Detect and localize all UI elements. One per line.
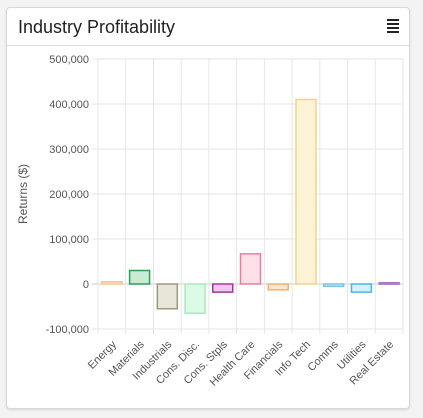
- x-tick-label: Comms: [306, 338, 342, 374]
- bar-7: [267, 283, 289, 291]
- bar-1: [101, 281, 123, 285]
- menu-icon[interactable]: [386, 18, 400, 34]
- bar-8: [295, 98, 317, 285]
- y-axis-title: Returns ($): [16, 164, 30, 224]
- y-tick-label: 200,000: [49, 189, 89, 201]
- bar-2: [128, 269, 151, 285]
- y-tick-label: 100,000: [49, 234, 89, 246]
- bar-5: [212, 283, 234, 293]
- y-tick-label: 0: [83, 279, 89, 291]
- bar-6: [239, 253, 262, 285]
- y-tick-label: 500,000: [49, 54, 89, 66]
- bar-4: [184, 283, 206, 314]
- y-tick-label: -100,000: [46, 324, 89, 336]
- bar-3: [156, 283, 179, 310]
- bar-9: [322, 283, 345, 287]
- panel-header: Industry Profitability: [7, 8, 409, 46]
- chart-panel: Industry Profitability: [6, 7, 410, 409]
- bar-11: [378, 281, 400, 285]
- panel-title: Industry Profitability: [18, 17, 176, 37]
- y-tick-label: 300,000: [49, 144, 89, 156]
- y-tick-label: 400,000: [49, 99, 89, 111]
- bar-10: [350, 283, 373, 293]
